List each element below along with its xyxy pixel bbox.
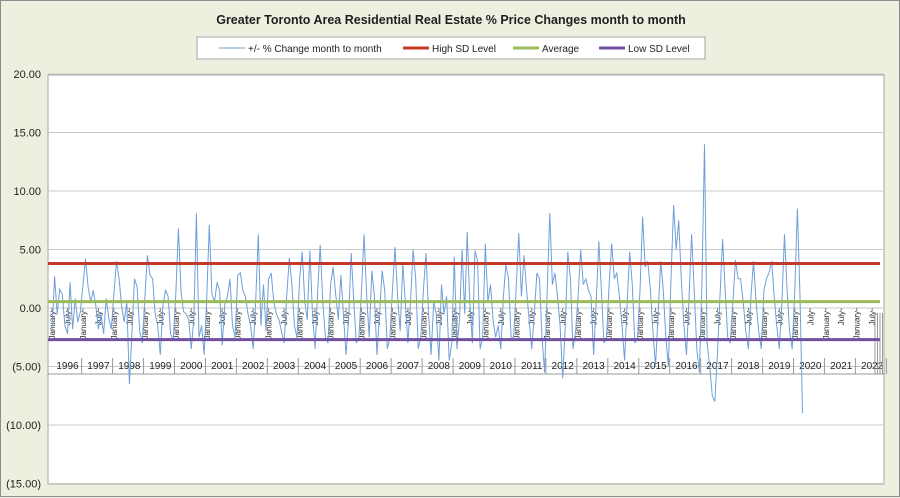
chart-title: Greater Toronto Area Residential Real Es… — [216, 13, 686, 27]
y-axis-tick-labels: 20.00 15.00 10.00 5.00 0.00 (5.00) (10.00) (15.… — [6, 69, 41, 491]
gridlines — [48, 73, 884, 484]
month-tick-label: January — [419, 311, 428, 339]
year-label: 1997 — [87, 361, 110, 372]
month-tick-label: July — [311, 311, 320, 325]
year-label: 2018 — [737, 361, 760, 372]
legend-box — [196, 36, 706, 60]
year-label: 2021 — [830, 361, 853, 372]
y-tick-label: 20.00 — [13, 69, 41, 81]
month-tick-label: July — [713, 311, 722, 325]
year-label: 2010 — [490, 361, 513, 372]
month-tick-label: July — [806, 311, 815, 325]
month-tick-label: January — [265, 311, 274, 339]
year-label: 2019 — [768, 361, 791, 372]
legend-label: +/- % Change month to month — [248, 44, 382, 55]
year-label: 2011 — [521, 361, 543, 372]
month-tick-label: January — [79, 311, 88, 339]
year-label: 2003 — [273, 361, 296, 372]
y-tick-label: (5.00) — [12, 362, 41, 374]
month-tick-label: January — [203, 311, 212, 339]
year-label: 2013 — [583, 361, 606, 372]
month-tick-label: July — [590, 311, 599, 325]
year-label: 2014 — [613, 361, 636, 372]
year-label: 2004 — [304, 361, 327, 372]
month-tick-label: January — [450, 311, 459, 339]
year-label: 2008 — [428, 361, 451, 372]
month-tick-label: July — [559, 311, 568, 325]
series-group — [48, 144, 880, 414]
year-label: 2009 — [459, 361, 482, 372]
year-label: 2005 — [335, 361, 358, 372]
legend: +/- % Change month to month High SD Level… — [196, 36, 706, 60]
month-tick-label: July — [342, 311, 351, 325]
month-tick-label: January — [605, 311, 614, 339]
year-label: 2020 — [799, 361, 822, 372]
month-tick-label: January — [358, 311, 367, 339]
month-tick-label: July — [528, 311, 537, 325]
year-label: 2001 — [211, 361, 234, 372]
month-tick-label: July — [868, 311, 877, 325]
y-tick-label: 5.00 — [20, 245, 41, 257]
month-tick-label: July — [435, 311, 444, 325]
month-tick-label: January — [296, 311, 305, 339]
month-tick-label: January — [110, 311, 119, 339]
month-tick-label: July — [621, 311, 630, 325]
month-tick-label: January — [141, 311, 150, 339]
month-tick-label: July — [373, 311, 382, 325]
year-label: 2017 — [706, 361, 729, 372]
month-tick-label: July — [187, 311, 196, 325]
legend-label: High SD Level — [432, 44, 496, 55]
month-tick-label: January — [234, 311, 243, 339]
year-label: 2006 — [366, 361, 389, 372]
month-tick-label: July — [837, 311, 846, 325]
month-tick-label: January — [791, 311, 800, 339]
month-tick-label: July — [682, 311, 691, 325]
month-tick-label: July — [652, 311, 661, 325]
month-tick-label: July — [744, 311, 753, 325]
legend-label: Low SD Level — [628, 44, 690, 55]
legend-label: Average — [542, 44, 580, 55]
month-tick-label: January — [636, 311, 645, 339]
year-label: 1998 — [118, 361, 141, 372]
month-tick-label: July — [218, 311, 227, 325]
month-tick-label: July — [125, 311, 134, 325]
year-label: 2016 — [675, 361, 698, 372]
year-label: 1996 — [56, 361, 79, 372]
month-tick-label: January — [822, 311, 831, 339]
month-tick-label: July — [280, 311, 289, 325]
year-label: 2022 — [861, 361, 884, 372]
month-tick-label: July — [404, 311, 413, 325]
year-label: 2007 — [397, 361, 420, 372]
month-tick-label: July — [156, 311, 165, 325]
month-tick-label: January — [172, 311, 181, 339]
month-tick-label: January — [543, 311, 552, 339]
month-tick-label: January — [760, 311, 769, 339]
year-label: 2000 — [180, 361, 203, 372]
month-tick-label: July — [94, 311, 103, 325]
y-tick-label: 10.00 — [13, 186, 41, 198]
month-tick-label: July — [497, 311, 506, 325]
year-label: 2002 — [242, 361, 265, 372]
month-tick-label: January — [667, 311, 676, 339]
month-tick-label: January — [729, 311, 738, 339]
y-tick-label: (15.00) — [6, 479, 41, 491]
month-tick-label: January — [388, 311, 397, 339]
month-tick-label: July — [249, 311, 258, 325]
year-label: 1999 — [149, 361, 172, 372]
series-line-monthly-change — [51, 144, 803, 414]
y-tick-label: 15.00 — [13, 128, 41, 140]
month-tick-label: January — [574, 311, 583, 339]
month-tick-label: January — [698, 311, 707, 339]
month-tick-label: January — [853, 311, 862, 339]
month-tick-label: July — [775, 311, 784, 325]
month-tick-label: January — [327, 311, 336, 339]
y-tick-label: 0.00 — [20, 303, 41, 315]
month-tick-label: January — [512, 311, 521, 339]
y-tick-label: (10.00) — [6, 420, 41, 432]
x-axis-labels: January July 1996 January July 1997 January Jul… — [48, 308, 887, 375]
month-tick-label: January — [481, 311, 490, 339]
